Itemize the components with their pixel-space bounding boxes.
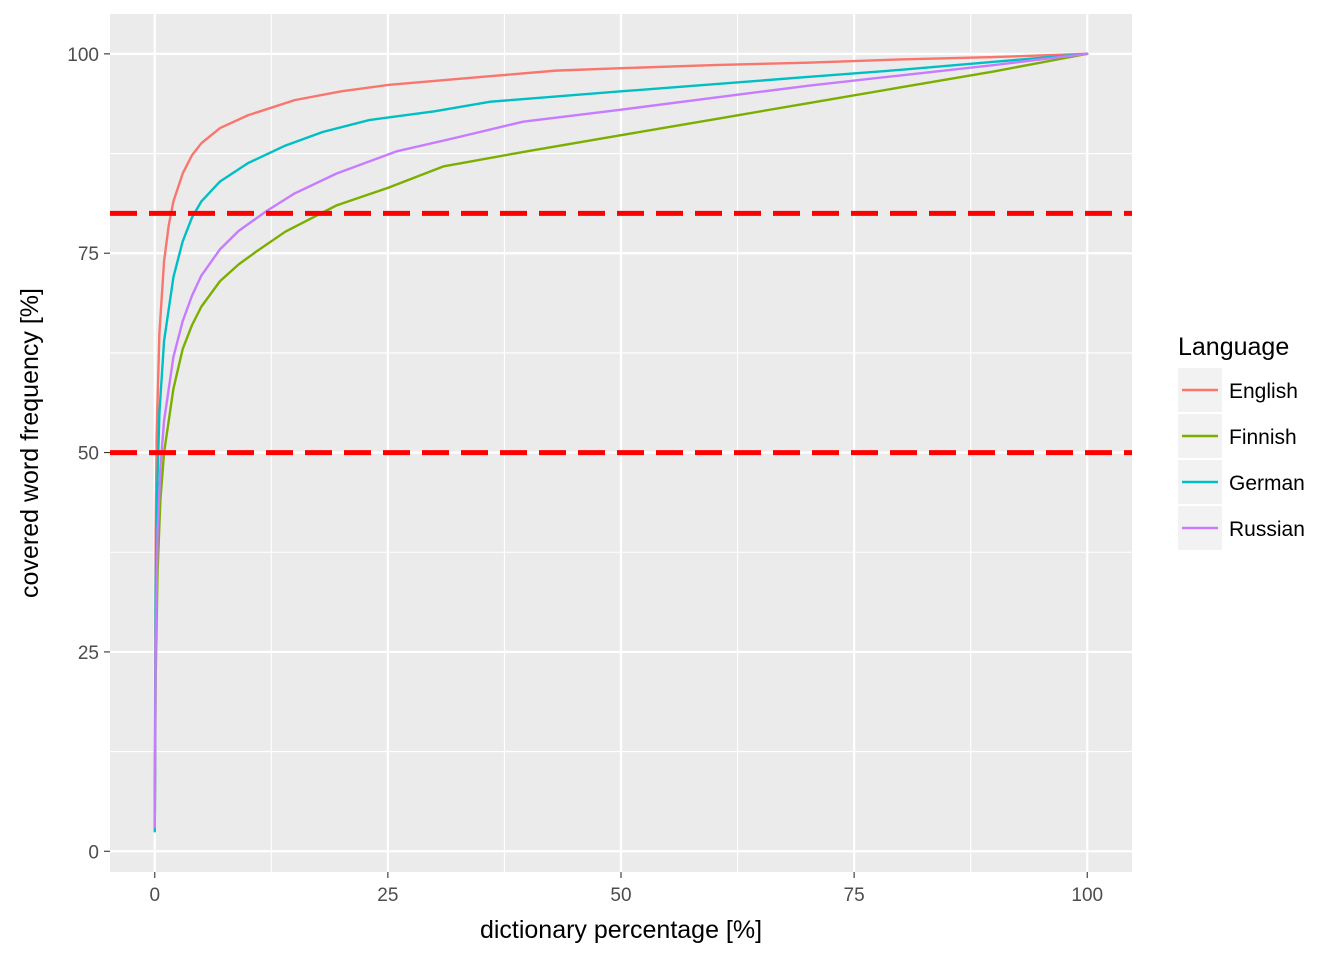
series-line-finnish <box>153 52 1089 829</box>
x-tick-label: 100 <box>1071 885 1103 906</box>
legend-title: Language <box>1178 333 1289 361</box>
legend-label: Finnish <box>1229 426 1297 449</box>
y-tick-label: 0 <box>88 842 99 863</box>
legend-label: English <box>1229 380 1298 403</box>
series-line-english <box>153 52 1089 813</box>
series-line-german <box>153 52 1089 833</box>
y-tick-label: 50 <box>78 444 99 465</box>
x-axis-title: dictionary percentage [%] <box>480 916 762 944</box>
legend: Language English Finnish German Russian <box>1178 333 1305 550</box>
x-tick-label: 75 <box>844 885 865 906</box>
x-axis: 0 25 50 75 100 <box>149 872 1103 906</box>
y-tick-label: 25 <box>78 643 99 664</box>
reference-lines <box>110 210 1132 456</box>
x-tick-label: 25 <box>377 885 398 906</box>
y-tick-label: 100 <box>67 45 99 66</box>
x-tick-label: 50 <box>610 885 631 906</box>
y-tick-label: 75 <box>78 244 99 265</box>
legend-label: German <box>1229 472 1305 495</box>
y-axis-title: covered word frequency [%] <box>16 288 44 598</box>
y-axis: 0 25 50 75 100 <box>67 45 110 863</box>
x-tick-label: 0 <box>149 885 160 906</box>
legend-label: Russian <box>1229 518 1305 541</box>
